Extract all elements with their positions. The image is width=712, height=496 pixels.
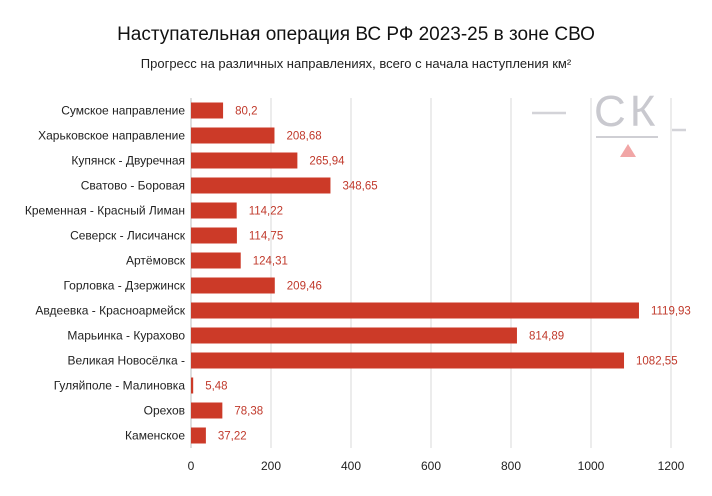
value-label: 124,31 [253, 256, 288, 268]
category-label: Купянск - Двуречная [71, 154, 185, 168]
value-label: 265,94 [309, 156, 345, 168]
category-label: Орехов [144, 404, 185, 418]
value-labels: 80,2 208,68 265,94 348,65 114,22 114,75 124,31… [205, 106, 691, 443]
bar [191, 152, 298, 169]
bar [191, 177, 331, 194]
bar [191, 252, 241, 269]
x-tick-label: 1000 [578, 459, 605, 473]
category-label: Авдеевка - Красноармейск [35, 304, 185, 318]
value-label: 209,46 [287, 281, 322, 293]
value-label: 37,22 [218, 431, 247, 443]
bar [191, 302, 639, 319]
chart-subtitle: Прогресс на различных направлениях, всег… [140, 56, 572, 71]
watermark-text: СК [594, 87, 659, 136]
category-label: Горловка - Дзержинск [63, 279, 185, 293]
category-axis: Сумское направление Харьковское направлен… [25, 104, 186, 443]
chart-title: Наступательная операция ВС РФ 2023-25 в … [117, 24, 595, 45]
category-label: Сумское направление [61, 104, 185, 118]
value-label: 1119,93 [651, 306, 691, 318]
category-label: Кременная - Красный Лиман [25, 204, 185, 218]
x-tick-label: 600 [421, 459, 441, 473]
category-label: Каменское [125, 429, 185, 443]
value-label: 114,75 [249, 231, 283, 243]
x-tick-label: 400 [341, 459, 361, 473]
bar [191, 102, 224, 119]
category-label: Харьковское направление [38, 129, 185, 143]
bar [191, 377, 194, 394]
x-axis: 0 200 400 600 800 1000 1200 [188, 459, 685, 473]
watermark-triangle-icon [620, 144, 636, 157]
bar-series [191, 102, 639, 444]
value-label: 80,2 [235, 106, 257, 118]
value-label: 114,22 [249, 206, 283, 218]
x-tick-label: 1200 [658, 459, 685, 473]
category-label: Марьинка - Курахово [67, 329, 185, 343]
bar [191, 402, 223, 419]
bar [191, 352, 625, 369]
bar [191, 227, 237, 244]
bar [191, 202, 237, 219]
x-tick-label: 200 [261, 459, 281, 473]
category-label: Великая Новосёлка - [68, 354, 185, 368]
bar [191, 277, 275, 294]
x-tick-label: 800 [501, 459, 521, 473]
bar [191, 127, 275, 144]
value-label: 348,65 [342, 181, 377, 193]
watermark-logo: СК [532, 87, 686, 157]
value-label: 78,38 [234, 406, 263, 418]
value-label: 814,89 [529, 331, 564, 343]
bar [191, 327, 517, 344]
category-label: Сватово - Боровая [81, 179, 185, 193]
x-tick-label: 0 [188, 459, 195, 473]
category-label: Гуляйполе - Малиновка [54, 379, 186, 393]
gridlines [190, 98, 672, 448]
value-label: 5,48 [205, 381, 227, 393]
value-label: 1082,55 [636, 356, 678, 368]
category-label: Северск - Лисичанск [70, 229, 186, 243]
bar [191, 427, 206, 444]
category-label: Артёмовск [126, 254, 186, 268]
value-label: 208,68 [286, 131, 321, 143]
